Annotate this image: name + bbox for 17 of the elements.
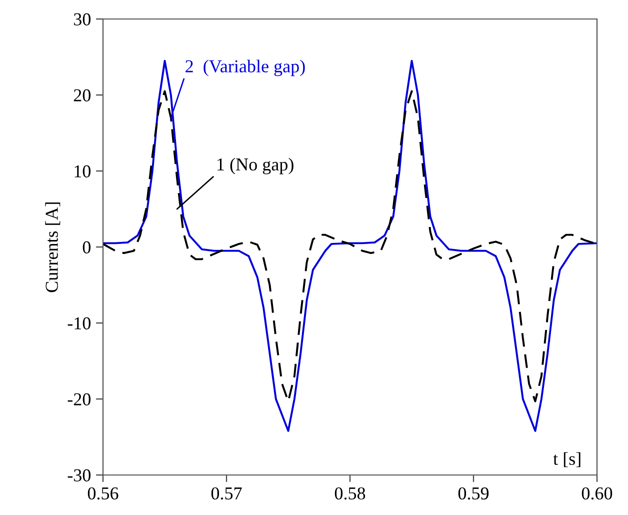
x-tick-label: 0.57	[211, 487, 242, 500]
x-tick-label: 0.60	[582, 487, 612, 500]
x-tick-label: 0.58	[334, 487, 366, 500]
line-series	[103, 60, 597, 432]
y-tick-label: 0	[82, 241, 91, 254]
y-tick-label: 20	[74, 89, 91, 102]
x-tick-label: 0.56	[88, 487, 118, 500]
text: 1 (No gap)	[218, 158, 294, 174]
y-tick-label: -10	[68, 317, 91, 330]
y-axis-title: Currents [A]	[45, 202, 60, 292]
series-label: 2 (Variable gap)	[186, 60, 305, 76]
y-tick-label: -20	[68, 393, 91, 406]
x-tick-label: 0.59	[458, 487, 489, 500]
y-tick-label: 10	[74, 165, 91, 178]
x-axis-title: t [s]	[553, 452, 580, 468]
y-tick-label: 30	[74, 13, 91, 26]
y-tick-label: -30	[68, 469, 91, 482]
